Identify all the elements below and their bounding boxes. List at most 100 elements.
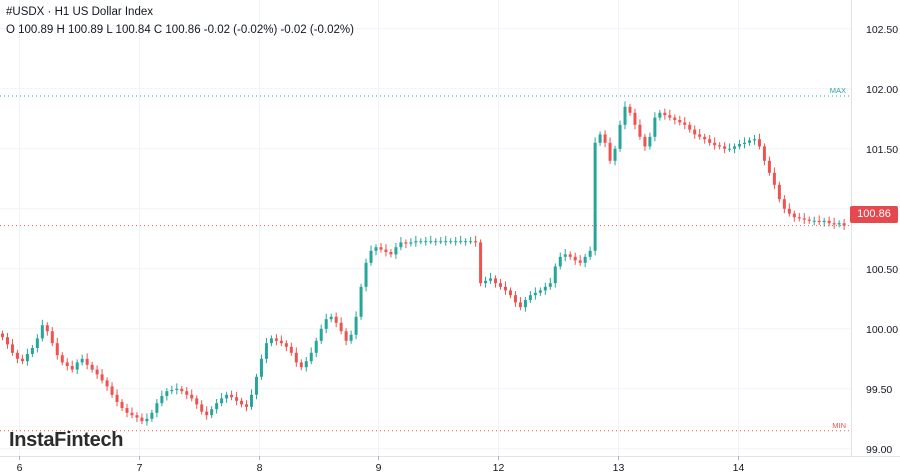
- candle: [688, 121, 692, 133]
- candle: [254, 373, 258, 400]
- candle: [733, 143, 737, 154]
- candle: [703, 133, 707, 144]
- candle: [603, 130, 607, 148]
- candle: [618, 120, 622, 152]
- candle: [503, 281, 507, 295]
- candle: [329, 313, 333, 323]
- candle: [409, 238, 413, 247]
- candle: [359, 283, 363, 320]
- candle: [528, 291, 532, 303]
- candle: [837, 220, 841, 228]
- price-tick-label: 100.50: [866, 264, 898, 276]
- candle: [489, 273, 493, 284]
- candle: [583, 253, 587, 268]
- candle: [598, 131, 602, 146]
- candle: [245, 400, 249, 412]
- candle: [593, 137, 597, 256]
- candle: [75, 359, 79, 375]
- min-label: MIN: [832, 421, 846, 430]
- candle: [713, 137, 717, 150]
- candle: [40, 319, 44, 342]
- time-tick-label: 9: [376, 462, 382, 474]
- candle: [817, 215, 821, 225]
- candle: [553, 263, 557, 288]
- candle: [339, 317, 343, 335]
- candle: [225, 391, 229, 403]
- candle: [215, 399, 219, 414]
- time-axis[interactable]: 6 7 8 9 12 13 14: [17, 456, 745, 474]
- candle: [70, 360, 74, 373]
- candle: [434, 238, 438, 246]
- price-tick-label: 102.00: [866, 84, 898, 96]
- candle: [210, 406, 214, 419]
- time-tick-label: 14: [733, 462, 745, 474]
- candle: [653, 112, 657, 142]
- candle: [578, 255, 582, 266]
- candle: [284, 340, 288, 352]
- candle: [454, 237, 458, 246]
- price-axis[interactable]: 102.50102.00101.50101.00100.50100.0099.5…: [866, 24, 898, 456]
- candle: [708, 135, 712, 146]
- candle: [807, 216, 811, 224]
- candle: [538, 287, 542, 296]
- candle: [802, 213, 806, 225]
- ohlc-readout: O 100.89 H 100.89 L 100.84 C 100.86 -0.0…: [6, 24, 354, 36]
- candle: [777, 181, 781, 203]
- candle: [782, 195, 786, 214]
- brand-logo: InstaFintech: [9, 429, 124, 451]
- time-tick-label: 12: [493, 462, 505, 474]
- candle: [120, 399, 124, 411]
- candle: [523, 297, 527, 312]
- candle: [30, 345, 34, 357]
- candle: [648, 132, 652, 150]
- candle: [324, 313, 328, 334]
- candle: [424, 237, 428, 246]
- last-price-badge: 100.86: [850, 206, 898, 223]
- price-tick-label: 100.00: [866, 324, 898, 336]
- candle: [548, 277, 552, 290]
- candle: [269, 335, 273, 347]
- candle: [205, 406, 209, 420]
- candle: [449, 238, 453, 245]
- candle: [608, 137, 612, 164]
- candle: [20, 354, 24, 365]
- candle: [100, 369, 104, 384]
- candle: [718, 142, 722, 150]
- candle: [683, 117, 687, 130]
- candle: [314, 337, 318, 358]
- candle: [140, 413, 144, 425]
- candle: [160, 390, 164, 407]
- candle: [439, 237, 443, 245]
- candle: [10, 339, 14, 356]
- candle: [787, 203, 791, 217]
- candle: [105, 377, 109, 391]
- candle: [832, 217, 836, 229]
- candle: [842, 219, 846, 231]
- candle: [95, 365, 99, 379]
- candle: [513, 291, 517, 307]
- candle: [235, 391, 239, 406]
- candle: [304, 357, 308, 372]
- candle: [309, 347, 313, 365]
- candle: [698, 129, 702, 140]
- candle: [250, 389, 253, 410]
- candle: [279, 335, 283, 347]
- candle: [469, 237, 473, 245]
- candle: [65, 358, 69, 371]
- candle: [80, 354, 84, 366]
- candle: [588, 246, 592, 260]
- price-tick-label: 101.50: [866, 144, 898, 156]
- candle: [518, 297, 522, 311]
- candle: [394, 243, 398, 259]
- candle: [533, 287, 537, 300]
- candle: [45, 322, 49, 336]
- candle: [135, 412, 139, 423]
- candle: [55, 337, 59, 360]
- candle: [573, 252, 577, 265]
- candle: [613, 145, 617, 166]
- candle: [738, 139, 742, 150]
- candle: [772, 167, 776, 190]
- candle: [85, 353, 89, 370]
- candle: [767, 156, 771, 176]
